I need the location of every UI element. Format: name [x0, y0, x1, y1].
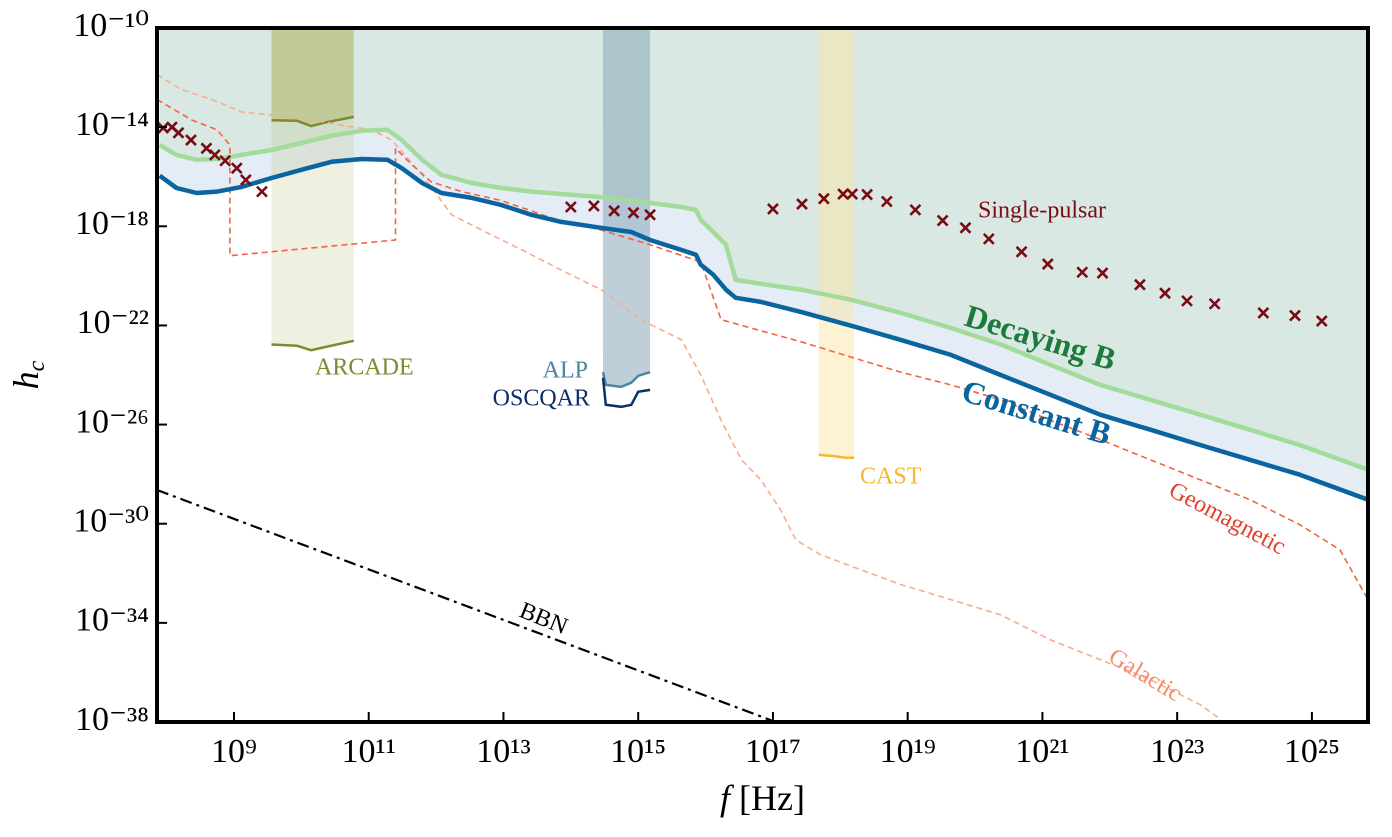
- marker-x: [936, 214, 949, 227]
- marker-x: [1076, 266, 1089, 279]
- experiment-curve: [818, 453, 855, 459]
- x-tick-label: 10¹³: [476, 733, 530, 770]
- plot-frame: [155, 26, 1370, 724]
- marker-x: [1181, 294, 1193, 307]
- marker-x: [909, 203, 922, 216]
- marker-x: [846, 188, 859, 200]
- experiment-curve: [601, 371, 651, 389]
- x-tick-label: 10²³: [1150, 733, 1204, 770]
- y-tick-label: 10⁻¹⁰: [73, 7, 149, 44]
- y-tick-label: 10⁻³⁴: [75, 602, 149, 639]
- experiment-band: [818, 28, 855, 458]
- marker-x: [172, 126, 185, 139]
- y-tick-label: 10⁻²⁶: [75, 403, 149, 440]
- line: [158, 127, 1368, 472]
- experiment-curve: [271, 339, 355, 352]
- line: [157, 488, 777, 722]
- marker-x: [982, 232, 995, 245]
- line: [157, 74, 1221, 720]
- x-tick-label: 10¹⁹: [880, 733, 936, 770]
- y-axis-label: hc: [6, 360, 49, 389]
- series-label: Geomagnetic: [1165, 477, 1290, 560]
- plot-area: Constant B⃗Decaying B⃗GeomagneticGalacti…: [157, 28, 1368, 722]
- marker-x: [817, 192, 830, 205]
- marker-x: [627, 206, 640, 219]
- marker-x: [230, 162, 243, 175]
- marker-x: [1096, 267, 1109, 279]
- x-tick-label: 10¹⁷: [745, 733, 801, 770]
- experiment-band: [602, 28, 651, 387]
- single-pulsar-label: Single-pulsar: [978, 198, 1106, 224]
- y-label-symbol: h: [6, 371, 46, 389]
- marker-x: [587, 200, 600, 212]
- experiment-label: OSCQAR: [493, 386, 590, 412]
- x-tick-label: 10¹⁵: [610, 733, 666, 770]
- marker-x: [608, 204, 621, 217]
- experiment-label: CAST: [860, 464, 922, 490]
- experiment-curve: [601, 377, 651, 409]
- x-tick-label: 10²¹: [1015, 733, 1069, 770]
- axes: 10⁹ 10¹¹ 10¹³ 10¹⁵ 10¹⁷ 10¹⁹ 10²¹ 10²³ 10²⁵ 10⁻¹⁰…: [6, 7, 1370, 818]
- experiment-band: [271, 28, 354, 127]
- marker-x: [185, 134, 197, 147]
- experiment-label: ALP: [543, 358, 588, 384]
- series-label: BBN: [516, 598, 572, 641]
- marker-x: [239, 174, 252, 186]
- marker-x: [200, 142, 213, 155]
- marker-x: [208, 148, 221, 161]
- experiment-label: ARCADE: [315, 355, 414, 381]
- marker-x: [219, 154, 232, 167]
- marker-x: [1159, 287, 1171, 300]
- marker-x: [1134, 278, 1146, 291]
- x-label-symbol: f: [720, 778, 735, 818]
- y-tick-label: 10⁻³⁰: [73, 503, 149, 540]
- marker-x: [1208, 297, 1221, 310]
- marker-x: [564, 201, 577, 213]
- line: [158, 156, 1368, 502]
- x-axis-label: f [Hz]: [720, 778, 805, 818]
- marker-x: [959, 221, 972, 234]
- marker-x: [1289, 309, 1301, 322]
- marker-x: [861, 188, 874, 201]
- marker-x: [644, 208, 656, 221]
- series-label: Galactic: [1104, 644, 1186, 707]
- y-tick-label: 10⁻²²: [77, 304, 149, 341]
- y-tick-label: 10⁻³⁸: [75, 701, 149, 738]
- marker-x: [880, 195, 893, 208]
- y-label-subscript: c: [24, 360, 50, 371]
- y-tick-label: 10⁻¹⁸: [75, 205, 149, 242]
- x-label-unit: [Hz]: [739, 778, 805, 818]
- y-tick-label: 10⁻¹⁴: [75, 106, 149, 143]
- x-tick-label: 10⁹: [211, 733, 257, 770]
- marker-x: [767, 203, 779, 215]
- area-fill: [159, 28, 1368, 470]
- x-tick-label: 10¹¹: [342, 733, 396, 770]
- marker-x: [1315, 315, 1328, 327]
- x-tick-label: 10²⁵: [1284, 733, 1340, 770]
- marker-x: [796, 198, 808, 210]
- marker-x: [256, 185, 268, 198]
- marker-x: [1257, 306, 1270, 319]
- marker-x: [1041, 258, 1054, 270]
- marker-x: [837, 188, 850, 200]
- experiment-curve: [271, 115, 355, 128]
- marker-x: [1015, 245, 1028, 258]
